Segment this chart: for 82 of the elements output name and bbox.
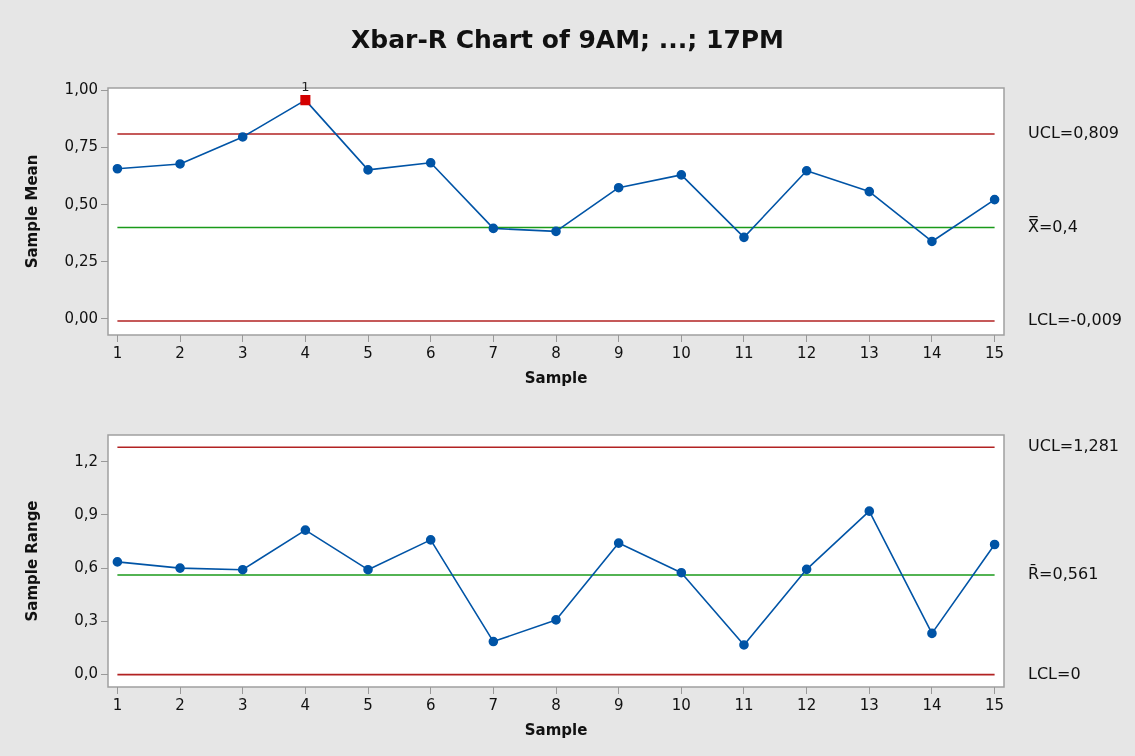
y-axis-title: Sample Mean <box>22 154 41 269</box>
point <box>989 539 1000 550</box>
x-tick-label: 6 <box>425 695 436 714</box>
x-tick-label: 13 <box>859 343 879 362</box>
y-tick-label: 0,25 <box>64 251 98 270</box>
point <box>363 564 373 575</box>
y-axis-title: Sample Range <box>22 500 41 622</box>
ref-line-label: LCL=-0,009 <box>1028 310 1122 330</box>
x-tick-label: 4 <box>300 343 311 362</box>
x-tick-label: 3 <box>237 695 248 714</box>
x-tick-label: 15 <box>985 695 1005 714</box>
annotation: 1 <box>301 79 310 94</box>
ref-line-label: X̿=0,4 <box>1028 215 1078 236</box>
point <box>175 563 185 573</box>
y-tick-label: 0,0 <box>74 664 98 683</box>
x-tick-label: 12 <box>797 695 817 714</box>
ref-line-label: UCL=1,281 <box>1028 436 1120 456</box>
ref-line-label: R̄=0,561 <box>1028 564 1099 584</box>
x-tick-label: 9 <box>613 343 624 362</box>
point <box>363 165 373 175</box>
point <box>551 615 561 625</box>
x-tick-label: 12 <box>797 343 817 362</box>
x-tick-label: 10 <box>671 695 691 714</box>
point <box>112 557 123 567</box>
x-tick-label: 8 <box>551 695 561 714</box>
point <box>237 564 248 575</box>
point <box>488 223 499 234</box>
x-tick-label: 5 <box>363 695 373 714</box>
point <box>739 232 749 243</box>
y-tick-label: 0,3 <box>74 611 98 630</box>
point <box>613 538 624 548</box>
y-tick-label: 0,75 <box>64 137 98 156</box>
x-tick-label: 5 <box>363 343 373 362</box>
point <box>676 567 687 578</box>
chart-title: Xbar-R Chart of 9AM; ...; 17PM <box>350 24 785 56</box>
point <box>300 525 311 535</box>
point <box>300 95 311 106</box>
point <box>613 182 624 193</box>
x-tick-label: 1 <box>112 343 123 362</box>
ref-line-label: LCL=0 <box>1028 663 1081 683</box>
x-tick-label: 7 <box>488 695 499 714</box>
y-tick-label: 0,50 <box>64 194 98 213</box>
x-tick-label: 7 <box>488 343 499 362</box>
point <box>488 636 499 647</box>
x-tick-label: 14 <box>922 343 942 362</box>
x-axis-title: Sample <box>524 368 588 387</box>
point <box>676 170 687 180</box>
point <box>927 236 937 247</box>
y-tick-label: 1,2 <box>74 451 98 470</box>
x-tick-label: 6 <box>425 343 436 362</box>
point <box>112 163 123 174</box>
x-tick-label: 11 <box>734 343 754 362</box>
y-tick-label: 0,00 <box>64 308 98 327</box>
x-tick-label: 4 <box>300 695 311 714</box>
x-tick-label: 15 <box>985 343 1005 362</box>
point <box>237 132 248 142</box>
x-tick-label: 9 <box>613 695 624 714</box>
point <box>927 628 937 639</box>
point <box>864 186 875 197</box>
y-tick-label: 0,9 <box>74 504 98 523</box>
x-tick-label: 8 <box>551 343 561 362</box>
point <box>425 535 436 545</box>
x-tick-label: 2 <box>175 695 185 714</box>
x-axis-title: Sample <box>524 720 588 739</box>
point <box>801 564 812 575</box>
point <box>425 157 436 168</box>
x-tick-label: 10 <box>671 343 691 362</box>
x-tick-label: 13 <box>859 695 879 714</box>
point <box>551 226 561 237</box>
y-tick-label: 0,6 <box>74 557 98 576</box>
ref-line-label: UCL=0,809 <box>1028 123 1120 143</box>
x-tick-label: 14 <box>922 695 942 714</box>
y-tick-label: 1,00 <box>64 80 98 99</box>
point <box>989 194 1000 205</box>
point <box>864 506 875 516</box>
x-tick-label: 3 <box>237 343 248 362</box>
x-tick-label: 1 <box>112 695 123 714</box>
point <box>175 159 185 169</box>
point <box>739 640 749 650</box>
point <box>801 165 812 176</box>
x-tick-label: 2 <box>175 343 185 362</box>
x-tick-label: 11 <box>734 695 754 714</box>
